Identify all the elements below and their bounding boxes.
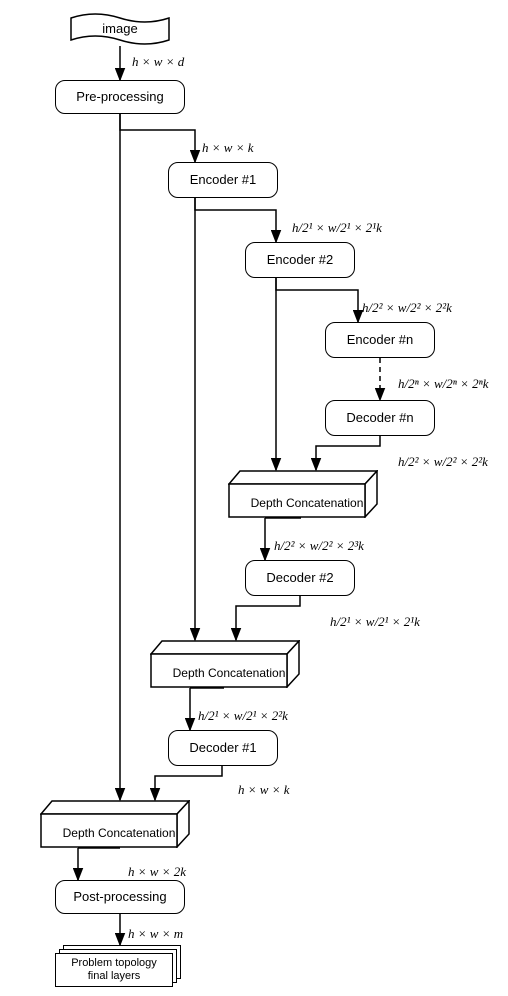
node-encoder-1: Encoder #1 — [168, 162, 278, 198]
node-encoder-2: Encoder #2 — [245, 242, 355, 278]
node-depth-concat-2: Depth Concatenation — [228, 470, 378, 518]
node-preprocessing: Pre-processing — [55, 80, 185, 114]
edge-label-5: h/2² × w/2² × 2²k — [398, 454, 488, 470]
node-depth-concat-1: Depth Concatenation — [150, 640, 300, 688]
edge-label-2: h/2¹ × w/2¹ × 2¹k — [292, 220, 382, 236]
node-depth-concat-0: Depth Concatenation — [40, 800, 190, 848]
edge-label-10: h × w × 2k — [128, 864, 186, 880]
node-preprocessing-label: Pre-processing — [76, 89, 163, 105]
node-depth-concat-1-label: Depth Concatenation — [166, 666, 292, 680]
edge-label-1: h × w × k — [202, 140, 254, 156]
node-decoder-2: Decoder #2 — [245, 560, 355, 596]
node-decoder-n: Decoder #n — [325, 400, 435, 436]
node-encoder-n-label: Encoder #n — [347, 332, 414, 348]
unet-flowchart: image Pre-processing Encoder #1 Encoder … — [0, 0, 508, 996]
node-depth-concat-2-label: Depth Concatenation — [244, 496, 370, 510]
edge-label-8: h/2¹ × w/2¹ × 2²k — [198, 708, 288, 724]
edge-label-0: h × w × d — [132, 54, 184, 70]
node-encoder-2-label: Encoder #2 — [267, 252, 334, 268]
node-encoder-n: Encoder #n — [325, 322, 435, 358]
node-final-layers: Problem topologyfinal layers — [55, 945, 185, 987]
edge-label-6: h/2² × w/2² × 2³k — [274, 538, 364, 554]
edge-label-3: h/2² × w/2² × 2²k — [362, 300, 452, 316]
node-decoder-1: Decoder #1 — [168, 730, 278, 766]
edge-label-11: h × w × m — [128, 926, 183, 942]
node-decoder-1-label: Decoder #1 — [189, 740, 256, 756]
node-decoder-2-label: Decoder #2 — [266, 570, 333, 586]
edge-label-4: h/2ⁿ × w/2ⁿ × 2ⁿk — [398, 376, 489, 392]
node-image: image — [70, 12, 170, 46]
node-postprocessing: Post-processing — [55, 880, 185, 914]
node-image-label: image — [102, 21, 137, 37]
node-depth-concat-0-label: Depth Concatenation — [56, 826, 182, 840]
node-postprocessing-label: Post-processing — [73, 889, 166, 905]
node-final-layers-label: Problem topologyfinal layers — [55, 953, 173, 987]
edge-label-9: h × w × k — [238, 782, 290, 798]
node-decoder-n-label: Decoder #n — [346, 410, 413, 426]
node-encoder-1-label: Encoder #1 — [190, 172, 257, 188]
edge-label-7: h/2¹ × w/2¹ × 2¹k — [330, 614, 420, 630]
